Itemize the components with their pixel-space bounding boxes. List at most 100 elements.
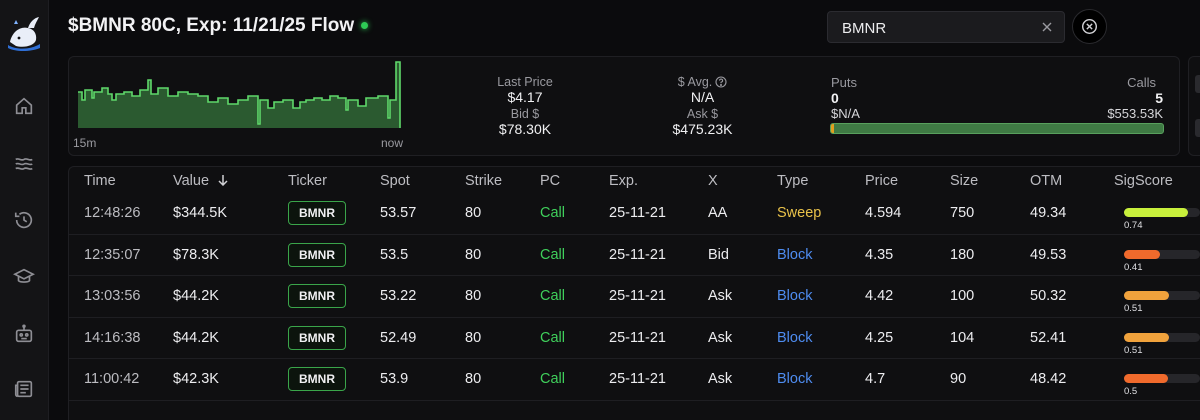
column-header-ticker[interactable]: Ticker xyxy=(288,173,327,189)
cell-strike: 80 xyxy=(465,205,482,221)
robot-icon[interactable] xyxy=(13,323,35,345)
cell-strike: 80 xyxy=(465,371,482,387)
column-header-type[interactable]: Type xyxy=(777,173,809,189)
graduation-cap-icon[interactable] xyxy=(13,266,35,288)
cell-strike: 80 xyxy=(465,288,482,304)
cell-type: Block xyxy=(777,247,813,263)
sigscore-bar xyxy=(1124,291,1169,300)
puts-calls-ratio-bar xyxy=(830,123,1164,134)
puts-value: $N/A xyxy=(831,106,860,121)
home-icon[interactable] xyxy=(13,95,35,117)
cell-strike: 80 xyxy=(465,330,482,346)
cell-side: Ask xyxy=(708,371,733,387)
puts-label: Puts xyxy=(831,75,858,90)
cell-size: 104 xyxy=(950,330,975,346)
ask-label: Ask $ xyxy=(686,107,719,121)
close-circle-icon xyxy=(1081,18,1098,35)
sparkline-end-label: now xyxy=(381,136,404,150)
calls-value: $553.53K xyxy=(1107,106,1163,121)
sigscore-value: 0.51 xyxy=(1124,303,1143,314)
column-header-time[interactable]: Time xyxy=(84,173,116,189)
cell-price: 4.42 xyxy=(865,288,894,304)
cell-otm: 52.41 xyxy=(1030,330,1067,346)
cell-exp: 25-11-21 xyxy=(609,330,666,346)
calls-count: 5 xyxy=(1155,90,1163,106)
cell-pc: Call xyxy=(540,330,565,346)
last-price-stat: Last Price $4.17 Bid $ $78.30K xyxy=(475,75,575,137)
cell-side: AA xyxy=(708,205,728,221)
column-header-sigscore[interactable]: SigScore xyxy=(1114,173,1173,189)
avg-ask-stat: $ Avg. N/A Ask $ $475.23K xyxy=(640,75,765,137)
cell-otm: 50.32 xyxy=(1030,288,1067,304)
cell-time: 12:35:07 xyxy=(84,247,141,263)
ticker-badge[interactable]: BMNR xyxy=(288,201,346,225)
column-header-price[interactable]: Price xyxy=(865,173,899,189)
cell-spot: 53.22 xyxy=(380,288,417,304)
page-title: $BMNR 80C, Exp: 11/21/25 Flow xyxy=(68,15,369,37)
bid-label: Bid $ xyxy=(510,107,540,121)
whale-logo-icon[interactable] xyxy=(6,12,42,52)
cell-exp: 25-11-21 xyxy=(609,371,666,387)
cell-side: Ask xyxy=(708,288,733,304)
column-header-x[interactable]: X xyxy=(708,173,718,189)
cell-strike: 80 xyxy=(465,247,482,263)
ticker-badge[interactable]: BMNR xyxy=(288,326,346,350)
ticker-badge[interactable]: BMNR xyxy=(288,284,346,308)
ticker-badge[interactable]: BMNR xyxy=(288,243,346,267)
cell-time: 14:16:38 xyxy=(84,330,141,346)
sidebar xyxy=(0,0,49,420)
cell-price: 4.594 xyxy=(865,205,902,221)
cell-size: 750 xyxy=(950,205,975,221)
row-divider xyxy=(69,275,1200,276)
cell-spot: 53.57 xyxy=(380,205,417,221)
sigscore-value: 0.74 xyxy=(1124,220,1143,231)
side-panel-edge xyxy=(1188,56,1200,156)
sigscore-bar xyxy=(1124,374,1168,383)
search-input[interactable] xyxy=(842,18,1032,38)
ask-value: $475.23K xyxy=(672,121,733,137)
search-box[interactable] xyxy=(827,11,1065,43)
cell-side: Bid xyxy=(708,247,729,263)
cell-pc: Call xyxy=(540,288,565,304)
news-icon[interactable] xyxy=(13,378,35,400)
column-header-strike[interactable]: Strike xyxy=(465,173,503,189)
sparkline-start-label: 15m xyxy=(73,136,97,150)
avg-label: $ Avg. xyxy=(640,75,765,89)
cell-otm: 49.34 xyxy=(1030,205,1067,221)
close-circle-button[interactable] xyxy=(1072,9,1107,44)
calls-label: Calls xyxy=(1127,75,1156,90)
info-icon[interactable] xyxy=(715,76,727,88)
live-status-dot xyxy=(361,22,369,30)
sigscore-value: 0.51 xyxy=(1124,345,1143,356)
cell-time: 13:03:56 xyxy=(84,288,141,304)
column-header-size[interactable]: Size xyxy=(950,173,979,189)
cell-otm: 49.53 xyxy=(1030,247,1067,263)
sigscore-value: 0.41 xyxy=(1124,262,1143,273)
cell-spot: 53.5 xyxy=(380,247,409,263)
cell-value: $44.2K xyxy=(173,330,219,346)
column-header-spot[interactable]: Spot xyxy=(380,173,410,189)
sort-down-arrow-icon[interactable] xyxy=(217,174,229,187)
column-header-exp[interactable]: Exp. xyxy=(609,173,639,189)
clear-x-icon[interactable] xyxy=(1040,20,1054,34)
bid-value: $78.30K xyxy=(498,121,552,137)
cell-value: $44.2K xyxy=(173,288,219,304)
flow-table xyxy=(68,166,1200,420)
cell-value: $42.3K xyxy=(173,371,219,387)
cell-exp: 25-11-21 xyxy=(609,288,666,304)
waves-flow-icon[interactable] xyxy=(13,153,35,175)
column-header-otm[interactable]: OTM xyxy=(1030,173,1063,189)
sigscore-bar xyxy=(1124,333,1169,342)
cell-type: Block xyxy=(777,330,813,346)
history-icon[interactable] xyxy=(13,209,35,231)
puts-fill xyxy=(831,124,835,133)
row-divider xyxy=(69,234,1200,235)
ticker-badge[interactable]: BMNR xyxy=(288,367,346,391)
column-header-pc[interactable]: PC xyxy=(540,173,561,189)
price-sparkline xyxy=(78,61,401,128)
column-header-value[interactable]: Value xyxy=(173,173,229,189)
cell-type: Block xyxy=(777,371,813,387)
last-price-label: Last Price xyxy=(497,75,553,89)
cell-size: 180 xyxy=(950,247,975,263)
cell-otm: 48.42 xyxy=(1030,371,1067,387)
